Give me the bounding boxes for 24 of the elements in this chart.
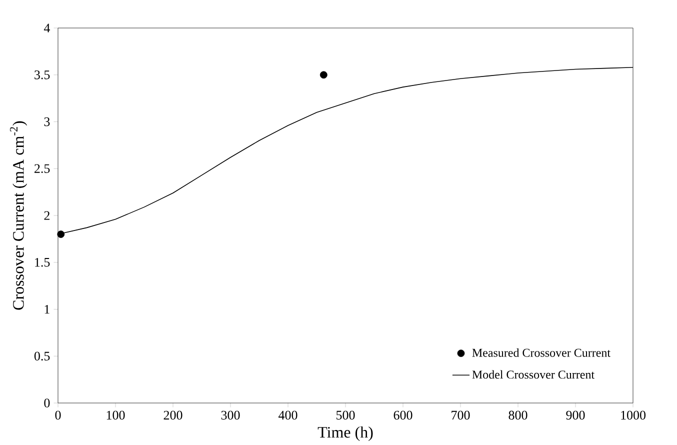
- y-tick-label: 4: [44, 24, 50, 32]
- y-tick-label: 3.5: [34, 70, 50, 80]
- y-axis-title: Crossover Current (mA cm$^{-2}$): [10, 121, 28, 310]
- x-tick-label: 0: [55, 410, 61, 420]
- x-tick-label: 700: [452, 410, 470, 420]
- y-tick-label: 2.5: [34, 164, 50, 174]
- x-tick-label: 300: [221, 410, 240, 420]
- x-tick-label: 500: [336, 410, 355, 420]
- x-tick-label: 900: [566, 410, 585, 420]
- legend-label: Model Crossover Current: [472, 370, 594, 379]
- x-tick-label: 1000: [621, 410, 646, 420]
- y-tick-label: 0: [44, 398, 50, 408]
- x-tick-label: 200: [164, 410, 182, 420]
- x-tick-label: 400: [278, 410, 298, 420]
- x-tick-label: 800: [508, 410, 528, 420]
- y-tick-label: 1.5: [35, 258, 50, 267]
- y-tick-label: 1: [44, 304, 50, 314]
- x-tick-label: 100: [106, 410, 125, 420]
- y-tick-label: 0.5: [34, 352, 50, 361]
- x-tick-label: 600: [394, 410, 412, 420]
- x-axis-title: Time (h): [318, 426, 373, 441]
- legend-label: Measured Crossover Current: [472, 348, 610, 357]
- y-tick-label: 2: [44, 211, 50, 220]
- y-tick-label: 3: [44, 117, 50, 126]
